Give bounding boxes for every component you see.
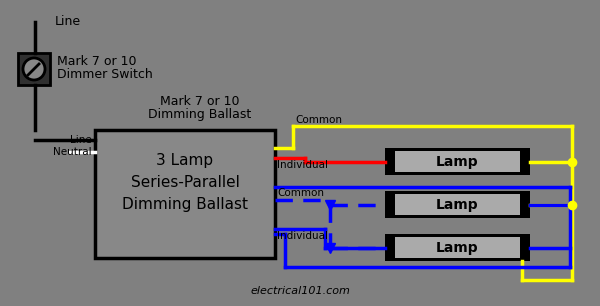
Bar [95,130,275,258]
Bar [385,148,530,175]
Text: Mark 7 or 10: Mark 7 or 10 [160,95,240,108]
Text: Individual: Individual [277,160,328,170]
Text: Common: Common [277,188,324,198]
Text: Dimmer Switch: Dimmer Switch [57,68,153,81]
Bar [18,53,50,85]
Text: Lamp: Lamp [436,241,479,255]
Bar [395,194,520,215]
Text: Neutral: Neutral [53,147,92,157]
Text: Series-Parallel: Series-Parallel [131,174,239,189]
Text: Lamp: Lamp [436,197,479,211]
Text: Common: Common [295,115,342,125]
Text: Lamp: Lamp [436,155,479,169]
Text: Line: Line [55,15,81,28]
Bar [395,237,520,258]
Text: electrical101.com: electrical101.com [250,286,350,296]
Text: Individual: Individual [277,231,328,241]
Bar [395,151,520,172]
Text: Mark 7 or 10: Mark 7 or 10 [57,55,137,68]
Bar [385,234,530,261]
Text: Line: Line [70,135,92,145]
Text: Dimming Ballast: Dimming Ballast [148,108,251,121]
Text: 3 Lamp: 3 Lamp [157,152,214,167]
Text: Dimming Ballast: Dimming Ballast [122,196,248,211]
Circle shape [23,58,45,80]
Bar [385,191,530,218]
